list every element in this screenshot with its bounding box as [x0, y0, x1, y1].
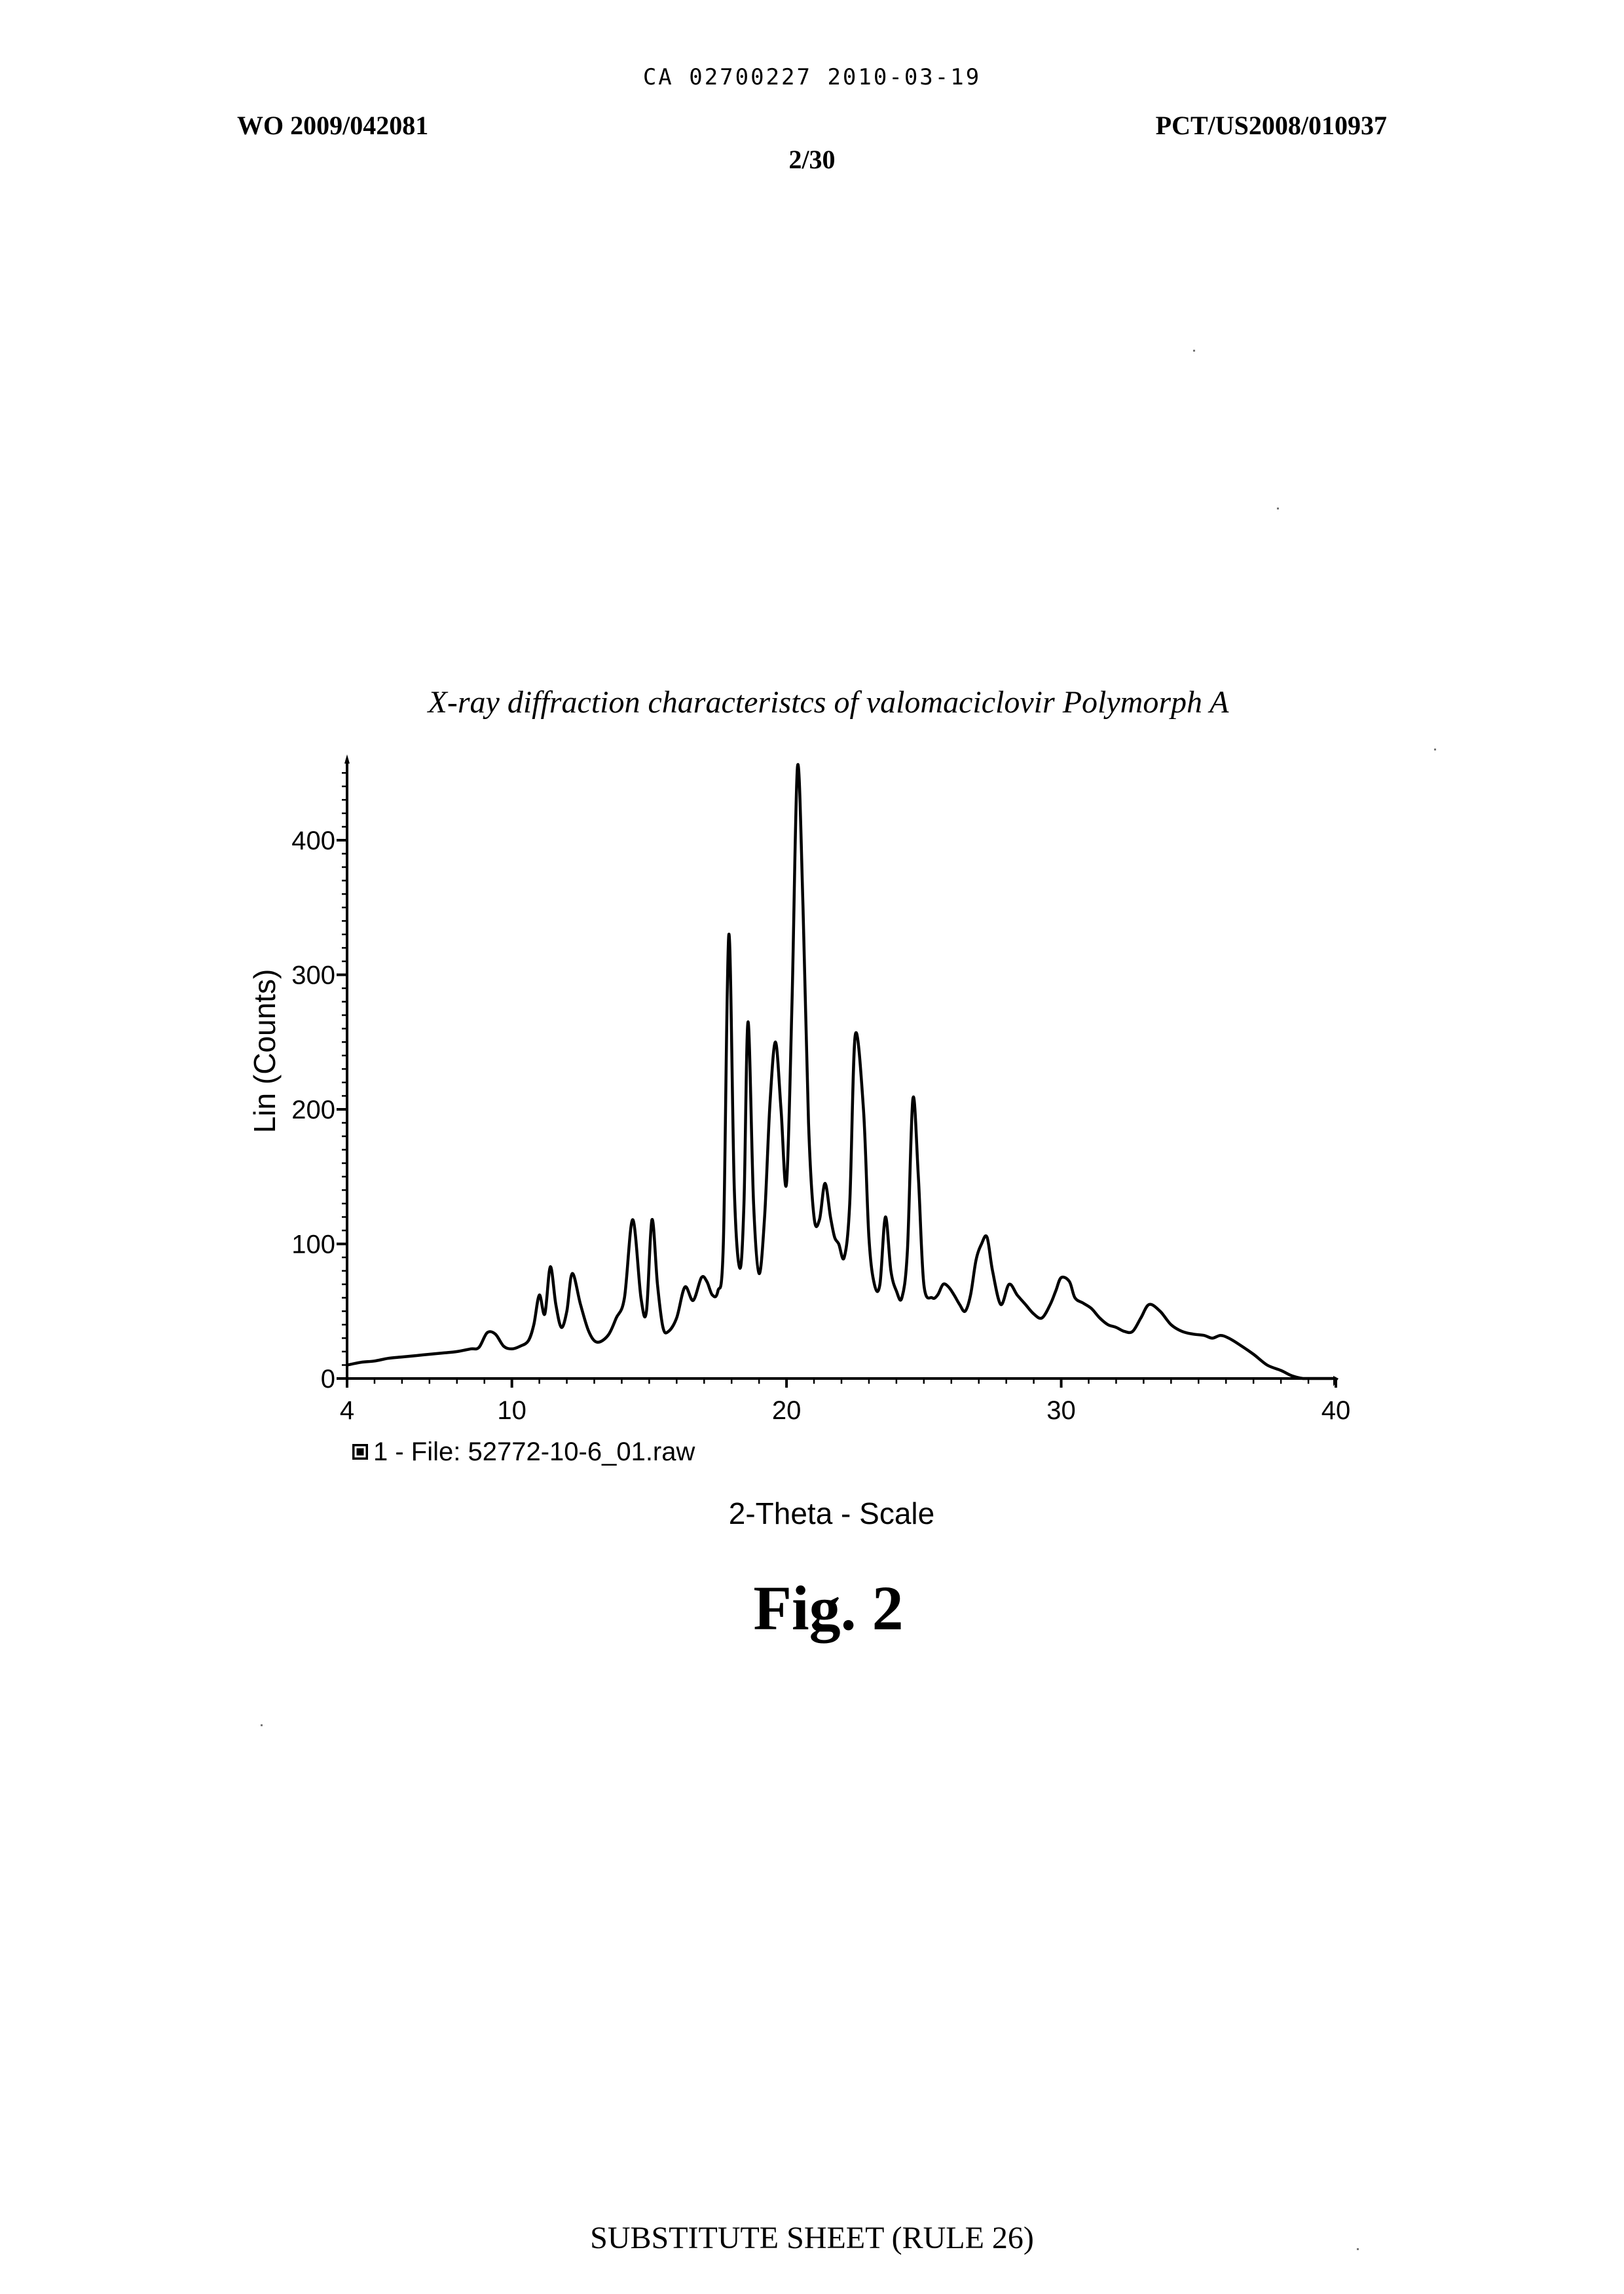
scan-speck: [1357, 2248, 1359, 2250]
legend: 1 - File: 52772-10-6_01.raw: [352, 1437, 695, 1466]
x-tick-label: 20: [772, 1396, 802, 1425]
legend-label: 1 - File: 52772-10-6_01.raw: [373, 1437, 695, 1466]
scan-speck: [1434, 749, 1436, 750]
x-axis-label: 2-Theta - Scale: [729, 1496, 934, 1530]
y-tick-label: 0: [321, 1365, 335, 1394]
series-line-xrd-pattern: [347, 764, 1336, 1378]
y-tick-label: 300: [291, 961, 335, 990]
scan-speck: [1277, 508, 1279, 509]
y-tick-label: 400: [291, 826, 335, 855]
chart-ticks: [337, 773, 1336, 1388]
y-axis-arrow-icon: [344, 754, 350, 764]
chart-axes: [343, 754, 1338, 1386]
x-tick-label: 10: [497, 1396, 526, 1425]
y-tick-label: 100: [291, 1230, 335, 1259]
x-tick-label: 30: [1046, 1396, 1076, 1425]
x-tick-label: 4: [340, 1396, 354, 1425]
scan-speck: [261, 1724, 263, 1726]
footer-substitute-sheet: SUBSTITUTE SHEET (RULE 26): [0, 2220, 1624, 2256]
figure-label: Fig. 2: [0, 1572, 1624, 1644]
y-tick-label: 200: [291, 1096, 335, 1124]
scan-speck: [1193, 350, 1195, 352]
x-tick-label: 40: [1321, 1396, 1351, 1425]
y-axis-label: Lin (Counts): [248, 969, 282, 1134]
